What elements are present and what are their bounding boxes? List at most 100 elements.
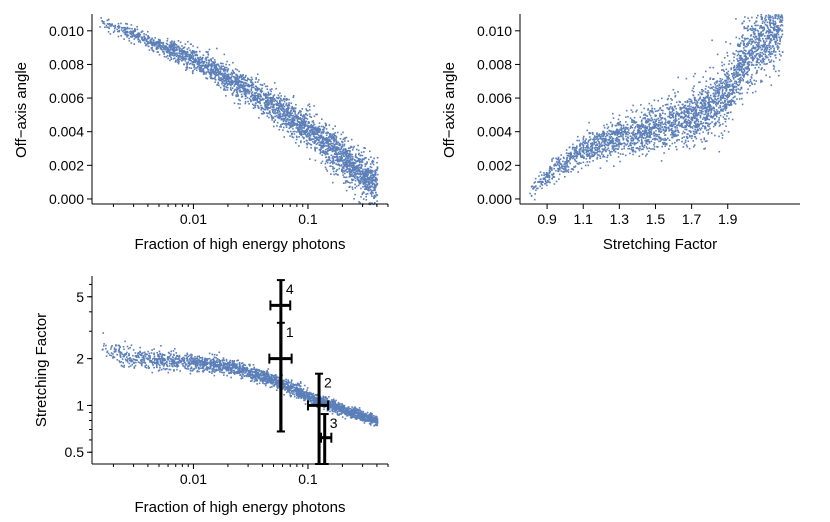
scatter-point <box>699 116 702 119</box>
scatter-point <box>732 88 734 91</box>
scatter-point <box>646 143 649 145</box>
scatter-point <box>613 148 615 150</box>
scatter-point <box>330 161 333 163</box>
scatter-point <box>235 81 237 83</box>
scatter-point <box>570 170 572 173</box>
scatter-point <box>640 120 643 123</box>
scatter-point <box>189 49 191 52</box>
scatter-point <box>196 60 198 63</box>
scatter-point <box>172 45 174 48</box>
scatter-point <box>648 102 651 105</box>
scatter-point <box>361 164 363 167</box>
scatter-point <box>692 132 695 135</box>
scatter-point <box>209 72 211 74</box>
scatter-point <box>311 120 314 123</box>
scatter-point <box>688 120 691 122</box>
scatter-point <box>726 55 729 57</box>
scatter-point <box>316 136 318 138</box>
scatter-point <box>697 99 700 101</box>
scatter-point <box>567 168 570 171</box>
scatter-point <box>298 145 300 147</box>
scatter-point <box>365 163 368 165</box>
scatter-point <box>224 74 227 77</box>
scatter-point <box>669 116 671 119</box>
scatter-point <box>586 142 589 145</box>
scatter-point <box>220 67 223 69</box>
scatter-point <box>348 150 351 152</box>
scatter-point <box>366 161 368 163</box>
scatter-point <box>321 160 324 163</box>
scatter-point <box>688 108 690 111</box>
scatter-point <box>349 182 351 184</box>
scatter-point <box>727 77 730 79</box>
scatter-point <box>303 125 306 127</box>
scatter-point <box>593 151 595 153</box>
scatter-point <box>704 125 706 128</box>
scatter-point <box>223 80 225 82</box>
scatter-point <box>117 35 120 38</box>
scatter-point <box>611 145 613 148</box>
scatter-point <box>173 57 176 59</box>
scatter-point <box>276 100 278 102</box>
scatter-point <box>192 45 194 47</box>
scatter-point <box>161 48 163 51</box>
scatter-point <box>333 153 336 155</box>
scatter-point <box>744 16 746 18</box>
scatter-point <box>760 79 762 82</box>
scatter-point <box>645 146 648 148</box>
scatter-point <box>590 145 593 148</box>
scatter-point <box>366 178 368 180</box>
scatter-point <box>269 93 272 95</box>
scatter-point <box>260 109 262 111</box>
scatter-point <box>203 65 205 67</box>
scatter-point <box>234 68 237 70</box>
scatter-point <box>364 147 366 150</box>
scatter-point <box>648 140 651 143</box>
scatter-point <box>341 141 344 143</box>
scatter-point <box>757 14 759 17</box>
scatter-point <box>187 47 190 49</box>
scatter-point <box>771 15 774 18</box>
scatter-point <box>610 136 613 138</box>
scatter-point <box>290 133 293 136</box>
scatter-point <box>231 94 234 96</box>
scatter-point <box>627 115 629 118</box>
scatter-point <box>737 88 739 90</box>
scatter-point <box>650 117 653 119</box>
scatter-point <box>283 136 285 138</box>
scatter-point <box>370 170 373 172</box>
scatter-point <box>211 71 213 73</box>
scatter-point <box>719 114 722 117</box>
scatter-point <box>727 112 729 114</box>
scatter-point <box>751 16 753 19</box>
scatter-point <box>276 101 279 104</box>
scatter-point <box>600 136 602 138</box>
scatter-point <box>324 141 327 144</box>
scatter-point <box>670 113 673 116</box>
scatter-point <box>605 150 607 153</box>
scatter-point <box>224 66 226 69</box>
scatter-point <box>736 83 739 86</box>
scatter-point <box>205 56 207 59</box>
scatter-point <box>765 40 768 42</box>
scatter-point <box>646 140 648 143</box>
scatter-point <box>326 153 328 155</box>
scatter-point <box>745 37 748 40</box>
scatter-point <box>215 72 218 75</box>
scatter-point <box>582 145 585 148</box>
scatter-point <box>353 158 356 161</box>
scatter-point <box>211 69 214 72</box>
scatter-point <box>332 168 334 170</box>
scatter-point <box>143 38 146 41</box>
scatter-point <box>675 145 677 148</box>
scatter-point <box>662 141 664 144</box>
scatter-point <box>757 24 759 27</box>
scatter-point <box>276 104 279 106</box>
scatter-point <box>726 115 728 117</box>
scatter-point <box>738 63 741 66</box>
scatter-point <box>137 33 140 35</box>
scatter-point <box>236 92 239 95</box>
scatter-point <box>278 128 281 131</box>
scatter-point <box>372 170 374 173</box>
scatter-point <box>748 61 751 63</box>
